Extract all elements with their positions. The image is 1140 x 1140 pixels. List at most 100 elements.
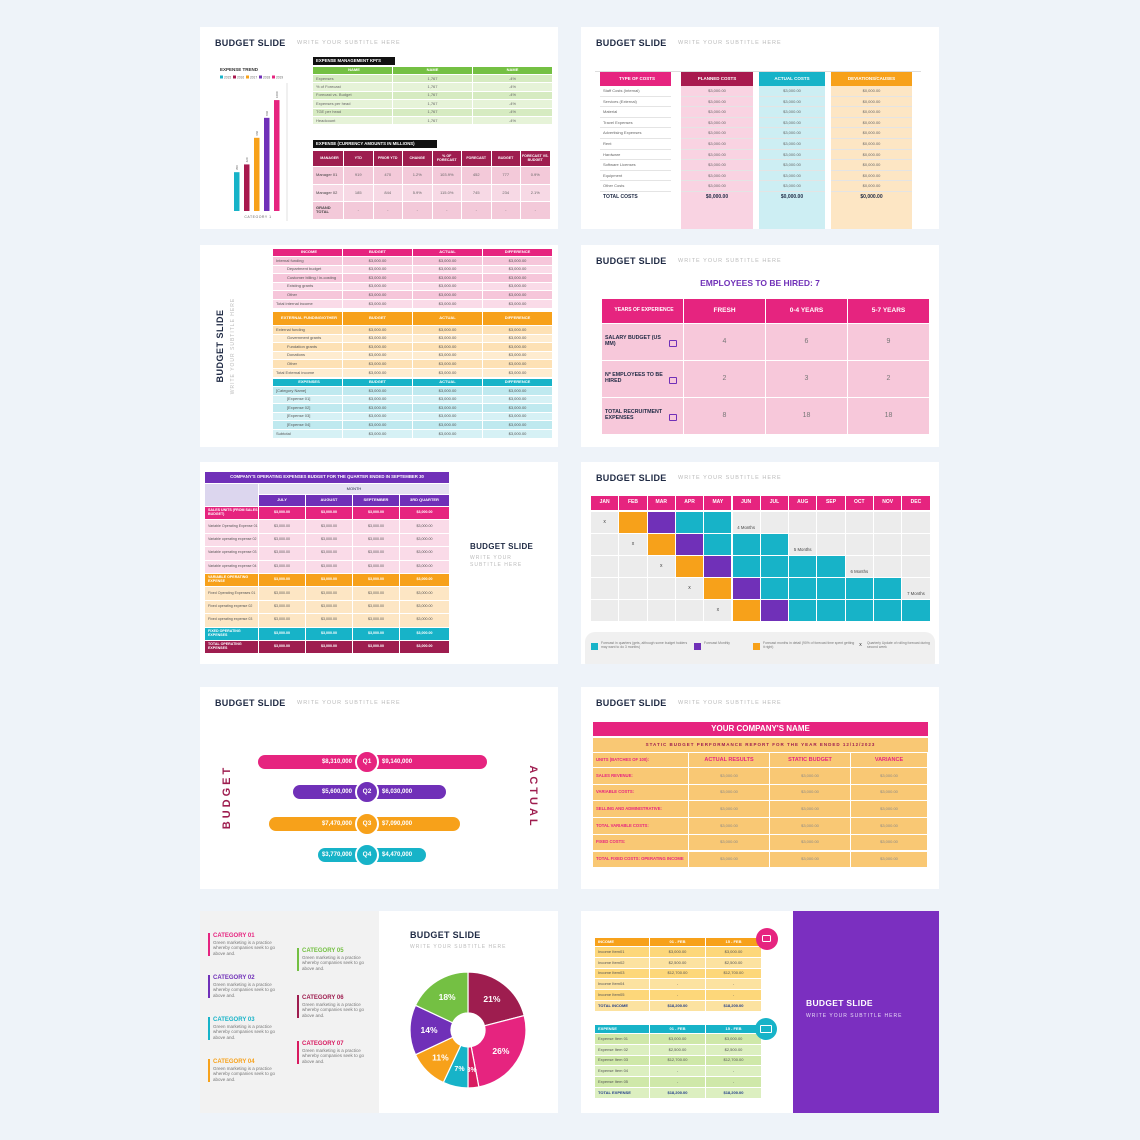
table-cell: $3,000.00 [306,547,352,560]
table-cell: $3,000.00 [483,387,552,395]
category-name: CATEGORY 04 [213,1059,255,1065]
table-cell: $0,000.00 [831,108,912,118]
table-cell: $3,000.00 [689,851,769,868]
table-cell: $0,000.00 [831,172,912,182]
table-cell: 6 [766,324,847,360]
table-cell: $3,000.00 [851,784,927,801]
legend-text: Quarterly Update of rolling forecast dur… [867,641,930,650]
month-header: JUN [732,496,760,510]
table-cell: $3,000.00 [650,947,705,957]
gantt-cell: 7 Months [902,578,930,599]
gantt-cell: 5 Months [789,534,817,555]
gantt-cell: x [591,512,619,533]
slide: BUDGET SLIDE WRITE YOUR SUBTITLE HERE JAN F… [581,462,939,664]
table-cell: $3,000.00 [353,627,399,640]
slide: BUDGET SLIDE WRITE YOUR SUBTITLE HERE EXPE… [200,27,558,229]
month-header: NOV [874,496,902,510]
table-cell: TOTAL INCOME [595,1001,649,1011]
table-cell: $3,000.00 [483,360,552,368]
gantt-cell [619,578,647,599]
table-cell: SELLING AND ADMINISTRATIVE: [593,801,688,818]
table-cell: $3,000.00 [759,182,825,192]
slide-subtitle: WRITE YOUR SUBTITLE HERE [410,944,507,950]
table-cell: $0,000.00 [831,182,912,192]
table-cell: Expense Item 05 [595,1077,649,1087]
gantt-cell [647,578,675,599]
table-cell: $3,000.00 [483,343,552,351]
slice-label: 18% [439,992,456,1002]
table-cell: $3,000.00 [759,108,825,118]
table-cell: Income Item05 [595,990,649,1000]
table-cell: $3,000.00 [681,140,753,150]
slide: INCOME 01 - FEB 15 - FEB Income Item01 $3,00… [581,911,939,1113]
table-cell: $3,000.00 [259,600,305,614]
table-cell: 1,767 [393,117,472,125]
category-text: Green marketing is a practice whereby co… [213,982,276,998]
table-cell: $0,000.00 [831,98,912,108]
legend-label: 2016 [237,75,244,79]
actual-pill: $6,030,000 [367,785,447,799]
table-cell: $0,000.00 [860,194,883,201]
table-cell: $3,000.00 [400,614,449,627]
table-cell: $3,000.00 [413,343,482,351]
table-cell: $3,000.00 [259,520,305,533]
table-cell: -4% [473,100,552,108]
table-cell: $3,000.00 [413,421,482,429]
table-title: EXPENSE MANAGEMENT KPI'S [313,57,395,65]
column-band [759,72,825,229]
table-cell: -4% [473,108,552,116]
gantt-cell [760,512,789,533]
gantt-cell [760,534,789,555]
quarter-badge: Q3 [355,812,379,836]
table-cell: [Expense 01] [273,395,342,404]
table-cell: - [706,1066,761,1077]
slide: BUDGET SLIDE WRITE YOUR SUBTITLE HERE EMPL… [581,245,939,447]
table-cell: $3,000.00 [770,834,850,851]
table-cell: $2,500.00 [650,1044,705,1055]
table-cell: $3,000.00 [759,87,825,97]
table-cell: $3,000.00 [706,1034,761,1044]
table-cell: [Category Name] [273,387,342,395]
donut-slice [470,1014,527,1088]
bar-value-label: 350 [235,165,239,170]
legend-label: 2019 [276,75,283,79]
table-cell: $3,000.00 [689,834,769,851]
slide: BUDGET SLIDE WRITE YOUR SUBTITLE HERE YOUR… [581,687,939,889]
category-label: CATEGORY 1 [244,215,271,219]
header-cell: YTD [344,151,373,166]
table-cell: $3,000.00 [483,351,552,360]
header-cell: STATIC BUDGET [770,753,850,767]
table-cell: $3,000.00 [681,129,753,139]
gantt-cell [789,578,817,599]
table-cell: $3,000.00 [759,151,825,161]
table-cell: $0,000.00 [831,140,912,150]
table-cell: Expense Item 01 [595,1034,649,1044]
table-cell: $3,000.00 [770,768,850,784]
gantt-cell [647,600,675,621]
category-text: Green marketing is a practice whereby co… [213,1066,276,1082]
header-cell: SEPTEMBER [353,495,399,506]
table-cell: $3,000.00 [706,947,761,957]
table-cell: 1,767 [393,100,472,108]
table-cell: $3,000.00 [306,533,352,547]
category-text: Green marketing is a practice whereby co… [302,1002,365,1018]
gantt-cell [817,600,845,621]
table-cell: - [650,979,705,990]
table-cell: $3,000.00 [353,600,399,614]
gantt-cell [760,556,789,577]
table-cell: $3,000.00 [483,430,552,438]
table-cell: $3,000.00 [851,834,927,851]
table-cell: $3,000.00 [483,274,552,282]
table-cell: Expenses [313,75,392,83]
table-cell: - [650,990,705,1000]
table-cell: $3,000.00 [413,282,482,291]
table-cell: $3,000.00 [353,574,399,587]
legend-text: Forecast Monthly [704,641,731,645]
table-cell: $3,000.00 [343,387,412,395]
table-cell: Department budget [273,265,342,274]
gantt-cell: x [647,556,675,577]
slice-label: 7% [454,1066,465,1073]
category-name: CATEGORY 05 [302,948,344,954]
chart-title: EXPENSE TREND [220,67,259,72]
table-cell: FIXED OPERATING EXPENSES [205,627,258,640]
